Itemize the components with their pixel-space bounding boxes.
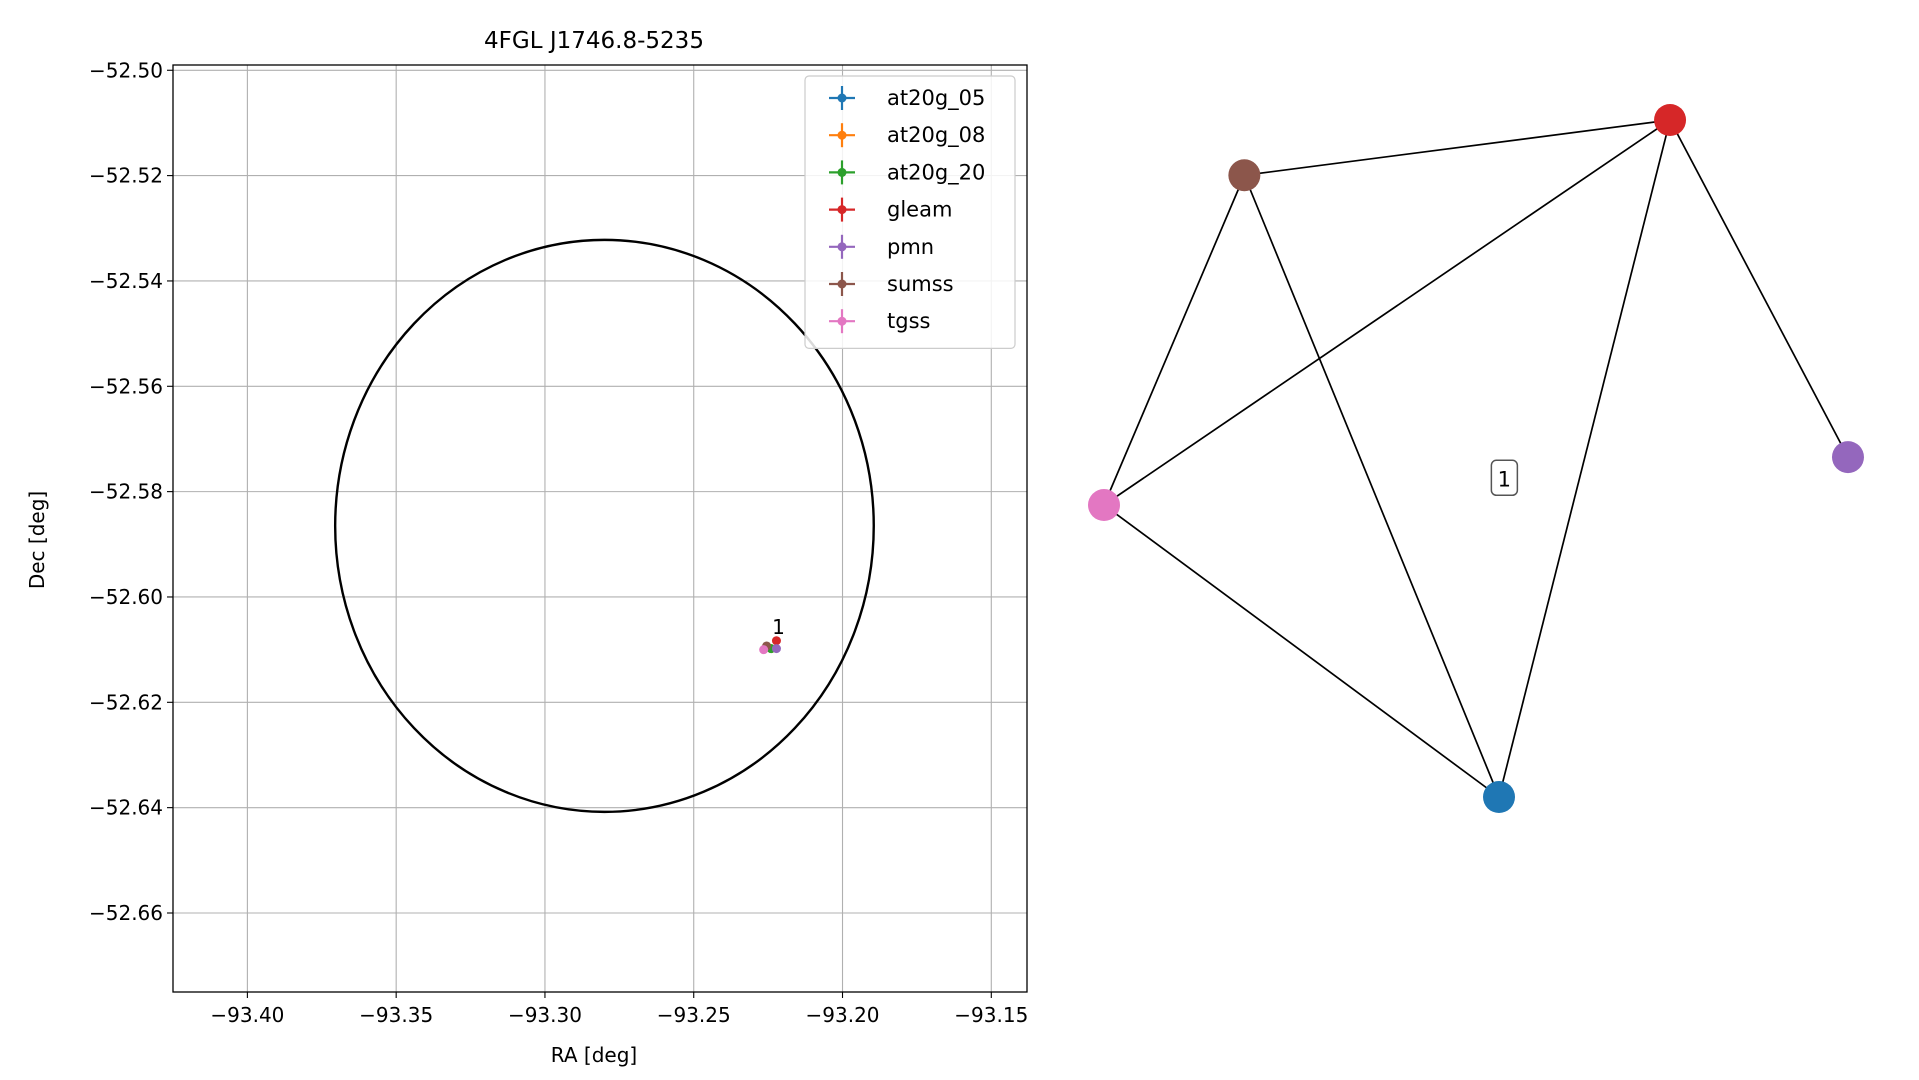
network-labels: 1 [1490,459,1519,497]
edge-sumss-at20g [1243,174,1500,798]
network-label-text: 1 [1498,467,1511,491]
legend-label: pmn [887,235,934,259]
legend-entry-sumss: sumss [829,272,954,296]
y-tick-label: −52.56 [89,374,163,398]
legend-entry-pmn: pmn [829,234,934,259]
y-axis-label: Dec [deg] [25,491,49,589]
legend-marker [837,316,847,326]
x-tick-label: −93.30 [508,1003,582,1027]
legend-box [804,75,1016,349]
legend-label: at20g_08 [887,123,985,148]
legend-entry-at20g_20: at20g_20 [829,160,985,185]
axes-frame [172,64,1028,993]
edge-tgss-at20g [1103,504,1500,798]
node-gleam [1654,104,1687,136]
y-tick-label: −52.52 [89,164,163,188]
legend-marker [837,167,847,177]
point-annotation: 1 [772,615,785,639]
y-tick-label: −52.60 [89,585,163,609]
legend-label: at20g_05 [887,86,985,111]
source-points-layer [759,636,781,655]
network-label-box [1490,459,1519,497]
x-tick-label: −93.25 [657,1003,731,1027]
point-pmn [771,644,781,654]
y-tick-label: −52.62 [89,690,163,714]
legend-label: gleam [887,198,952,222]
legend-marker [837,279,847,289]
y-tick-label: −52.58 [89,480,163,504]
x-tick-label: −93.40 [210,1003,284,1027]
y-tick-label: −52.50 [89,58,163,82]
annotations-layer: 1 [772,615,785,639]
localization-ellipse-layer [333,238,875,814]
edge-gleam-pmn [1669,119,1849,458]
x-axis-label: RA [deg] [551,1043,637,1067]
legend-marker [837,93,847,103]
node-tgss [1088,489,1120,522]
network-edges [1103,119,1849,798]
network-label: 1 [1490,459,1519,497]
legend-label: at20g_20 [887,160,985,185]
edge-gleam-at20g [1498,119,1671,798]
grid-lines [173,65,1027,992]
legend-entry-gleam: gleam [829,197,952,222]
edge-tgss-gleam [1103,119,1671,506]
y-tick-label: −52.54 [89,269,163,293]
x-tick-label: −93.15 [954,1003,1028,1027]
legend-marker [837,205,847,215]
chart-title: 4FGL J1746.8-5235 [484,28,704,54]
legend-entry-at20g_05: at20g_05 [829,86,985,111]
network-nodes [1088,104,1864,813]
point-tgss [759,645,769,655]
point-gleam [771,636,781,646]
legend-entry-at20g_08: at20g_08 [829,123,985,148]
legend-label: tgss [887,309,930,333]
y-tick-label: −52.64 [89,796,163,820]
x-tick-label: −93.35 [359,1003,433,1027]
edge-sumss-tgss [1103,174,1246,506]
legend-entry-tgss: tgss [829,309,930,334]
legend-marker [837,242,847,252]
sky-map-panel: 1 −93.40 −93.35 −93.30 −93.25 −93.20 −93.15 −… [25,28,1028,1067]
node-at20g [1483,781,1516,813]
edge-sumss-gleam [1244,119,1671,177]
localization-ellipse [333,238,875,814]
network-panel: 1 [1088,104,1864,813]
legend-label: sumss [887,272,954,296]
x-axis-ticks: −93.40 −93.35 −93.30 −93.25 −93.20 −93.15 [210,992,1028,1027]
node-pmn [1831,441,1864,474]
x-tick-label: −93.20 [806,1003,880,1027]
y-axis-ticks: −52.50 −52.52 −52.54 −52.56 −52.58 −52.60 −52.… [89,58,173,925]
y-tick-label: −52.66 [89,901,163,925]
legend-marker [837,130,847,140]
node-sumss [1228,159,1261,192]
